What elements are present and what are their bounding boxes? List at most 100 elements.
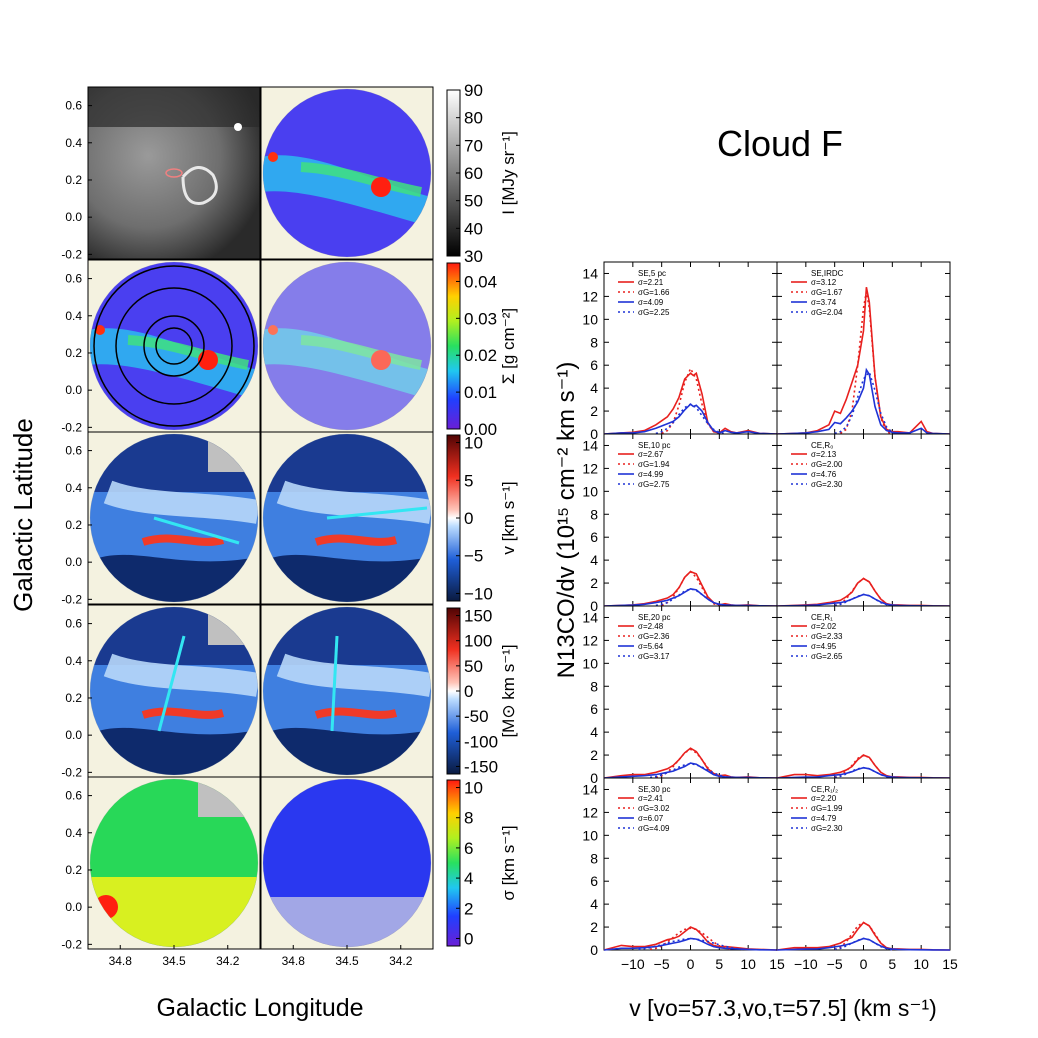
colorbar-tick-label: 0.02 [464,346,497,365]
legend-entry: σ=4.79 [811,814,837,823]
colorbar-1: 90 80 70 60 50 40 30 I [MJy sr⁻¹] [446,81,518,266]
legend-entry: σ=2.48 [638,622,664,631]
legend-entry: σG=2.04 [811,308,843,317]
xtick-label: 34.5 [162,954,186,968]
panel-frame [776,433,951,607]
ytick-label: 4 [590,724,598,740]
ytick-label: 14 [582,265,598,281]
gradient-arrow [153,516,240,545]
legend-entry: σG=3.17 [638,652,670,661]
legend-entry: σG=1.94 [638,460,670,469]
dense-clump [371,350,391,370]
maps-ylabel: Galactic Latitude [8,418,38,612]
panel-frame [603,433,778,607]
ytick-label: -0.2 [61,592,82,606]
ytick-label: 6 [590,873,598,889]
legend-entry: σ=5.64 [638,642,664,651]
panel-label: SE,30 pc [638,785,670,794]
ytick-label: 0.0 [65,900,82,914]
xtick-label: −10 [621,956,645,972]
colorbar-5: 10 8 6 4 2 0 σ [km s⁻¹] [446,779,518,948]
legend-entry: σ=4.99 [638,470,664,479]
ytick-label: 2 [590,575,598,591]
aperture-ring-1 [155,327,193,365]
colorbar-gradient [446,262,461,430]
ytick-label: -0.2 [61,247,82,261]
xtick-label: 34.8 [109,954,133,968]
ytick-label: 14 [582,609,598,625]
colorbar-tick-label: 30 [464,247,483,266]
ytick-label: 0.2 [65,863,82,877]
spectrum-line-1 [776,287,951,435]
ytick-label: 4 [590,380,598,396]
colorbar-tick-label: −5 [464,547,483,566]
spectrum-panel-7: 0 2 4 6 8 10 12 14 −10 −5 0 5 10 15 SE,30 pcσ=2.41σG=3… [582,777,785,972]
spectrum-line-4 [834,937,893,951]
colorbar-tick-label: 0 [464,509,473,528]
legend-entry: σ=2.21 [638,278,664,287]
panel-label: SE,10 pc [638,441,670,450]
panel-label: CE,R₁/₂ [811,785,838,794]
spectra-ylabel: N13CO/dv (10¹⁵ cm⁻² km s⁻¹) [553,362,580,679]
aperture-ring-2 [143,315,205,377]
panel-frame [603,605,778,779]
legend-entry: σG=2.25 [638,308,670,317]
xtick-label: 5 [888,956,896,972]
colorbar-label: v [km s⁻¹] [499,481,518,554]
legend-entry: σG=2.36 [638,632,670,641]
ytick-label: 0 [590,426,598,442]
legend-entry: σ=2.41 [638,794,664,803]
ytick-label: 0.2 [65,173,82,187]
ytick-label: 10 [582,827,598,843]
legend-entry: σ=2.13 [811,450,837,459]
colorbar-tick-label: 8 [464,809,473,828]
legend-entry: σ=2.20 [811,794,837,803]
spectrum-line-3 [776,367,951,435]
spectra-xlabel: v [vo=57.3,vo,τ=57.5] (km s⁻¹) [629,995,937,1021]
ytick-label: 6 [590,357,598,373]
legend-entry: σG=2.33 [811,632,843,641]
map-frame [87,86,261,260]
legend-entry: σG=3.02 [638,804,670,813]
legend-entry: σ=4.95 [811,642,837,651]
colorbar-label: [M⊙ km s⁻¹] [499,644,518,737]
colorbar-tick-label: −10 [464,584,493,603]
ytick-label: 0.4 [65,309,82,323]
spectrum-line-2 [655,748,726,779]
spectrum-line-4 [655,587,726,607]
colorbar-tick-label: -150 [464,757,498,776]
ytick-label: 14 [582,781,598,797]
ytick-label: 0.0 [65,383,82,397]
map-panel-r4-c2 [260,604,434,778]
legend-entry: σG=2.00 [811,460,843,469]
map-panel-r5-c2: 34.8 34.5 34.2 [260,776,434,968]
legend-entry: σG=2.65 [811,652,843,661]
ytick-label: 0.0 [65,210,82,224]
ytick-label: -0.2 [61,765,82,779]
ytick-label: 0.6 [65,617,82,631]
panel-label: SE,20 pc [638,613,670,622]
ytick-label: 0.2 [65,346,82,360]
ytick-label: 10 [582,655,598,671]
aperture-ring-3 [115,287,233,405]
xtick-label: 15 [769,956,785,972]
colorbar-tick-label: 10 [464,434,483,453]
legend-entry: σG=2.75 [638,480,670,489]
colorbar-tick-label: 2 [464,899,473,918]
legend-entry: σ=6.07 [638,814,664,823]
map-panel-r4-c1: 0.6 0.4 0.2 0.0 -0.2 [61,604,261,779]
colorbar-tick-label: 10 [464,779,483,798]
red-velocity-feature [314,707,398,719]
colorbar-tick-label: 50 [464,657,483,676]
xtick-label: −5 [827,956,843,972]
ytick-label: 8 [590,850,598,866]
legend-entry: σG=2.30 [811,824,843,833]
spectrum-line-4 [655,403,726,435]
colorbar-tick-label: 70 [464,136,483,155]
xtick-label: 15 [942,956,958,972]
red-velocity-feature [314,534,398,546]
legend-entry: σG=4.09 [638,824,670,833]
colorbar-tick-label: 100 [464,632,492,651]
